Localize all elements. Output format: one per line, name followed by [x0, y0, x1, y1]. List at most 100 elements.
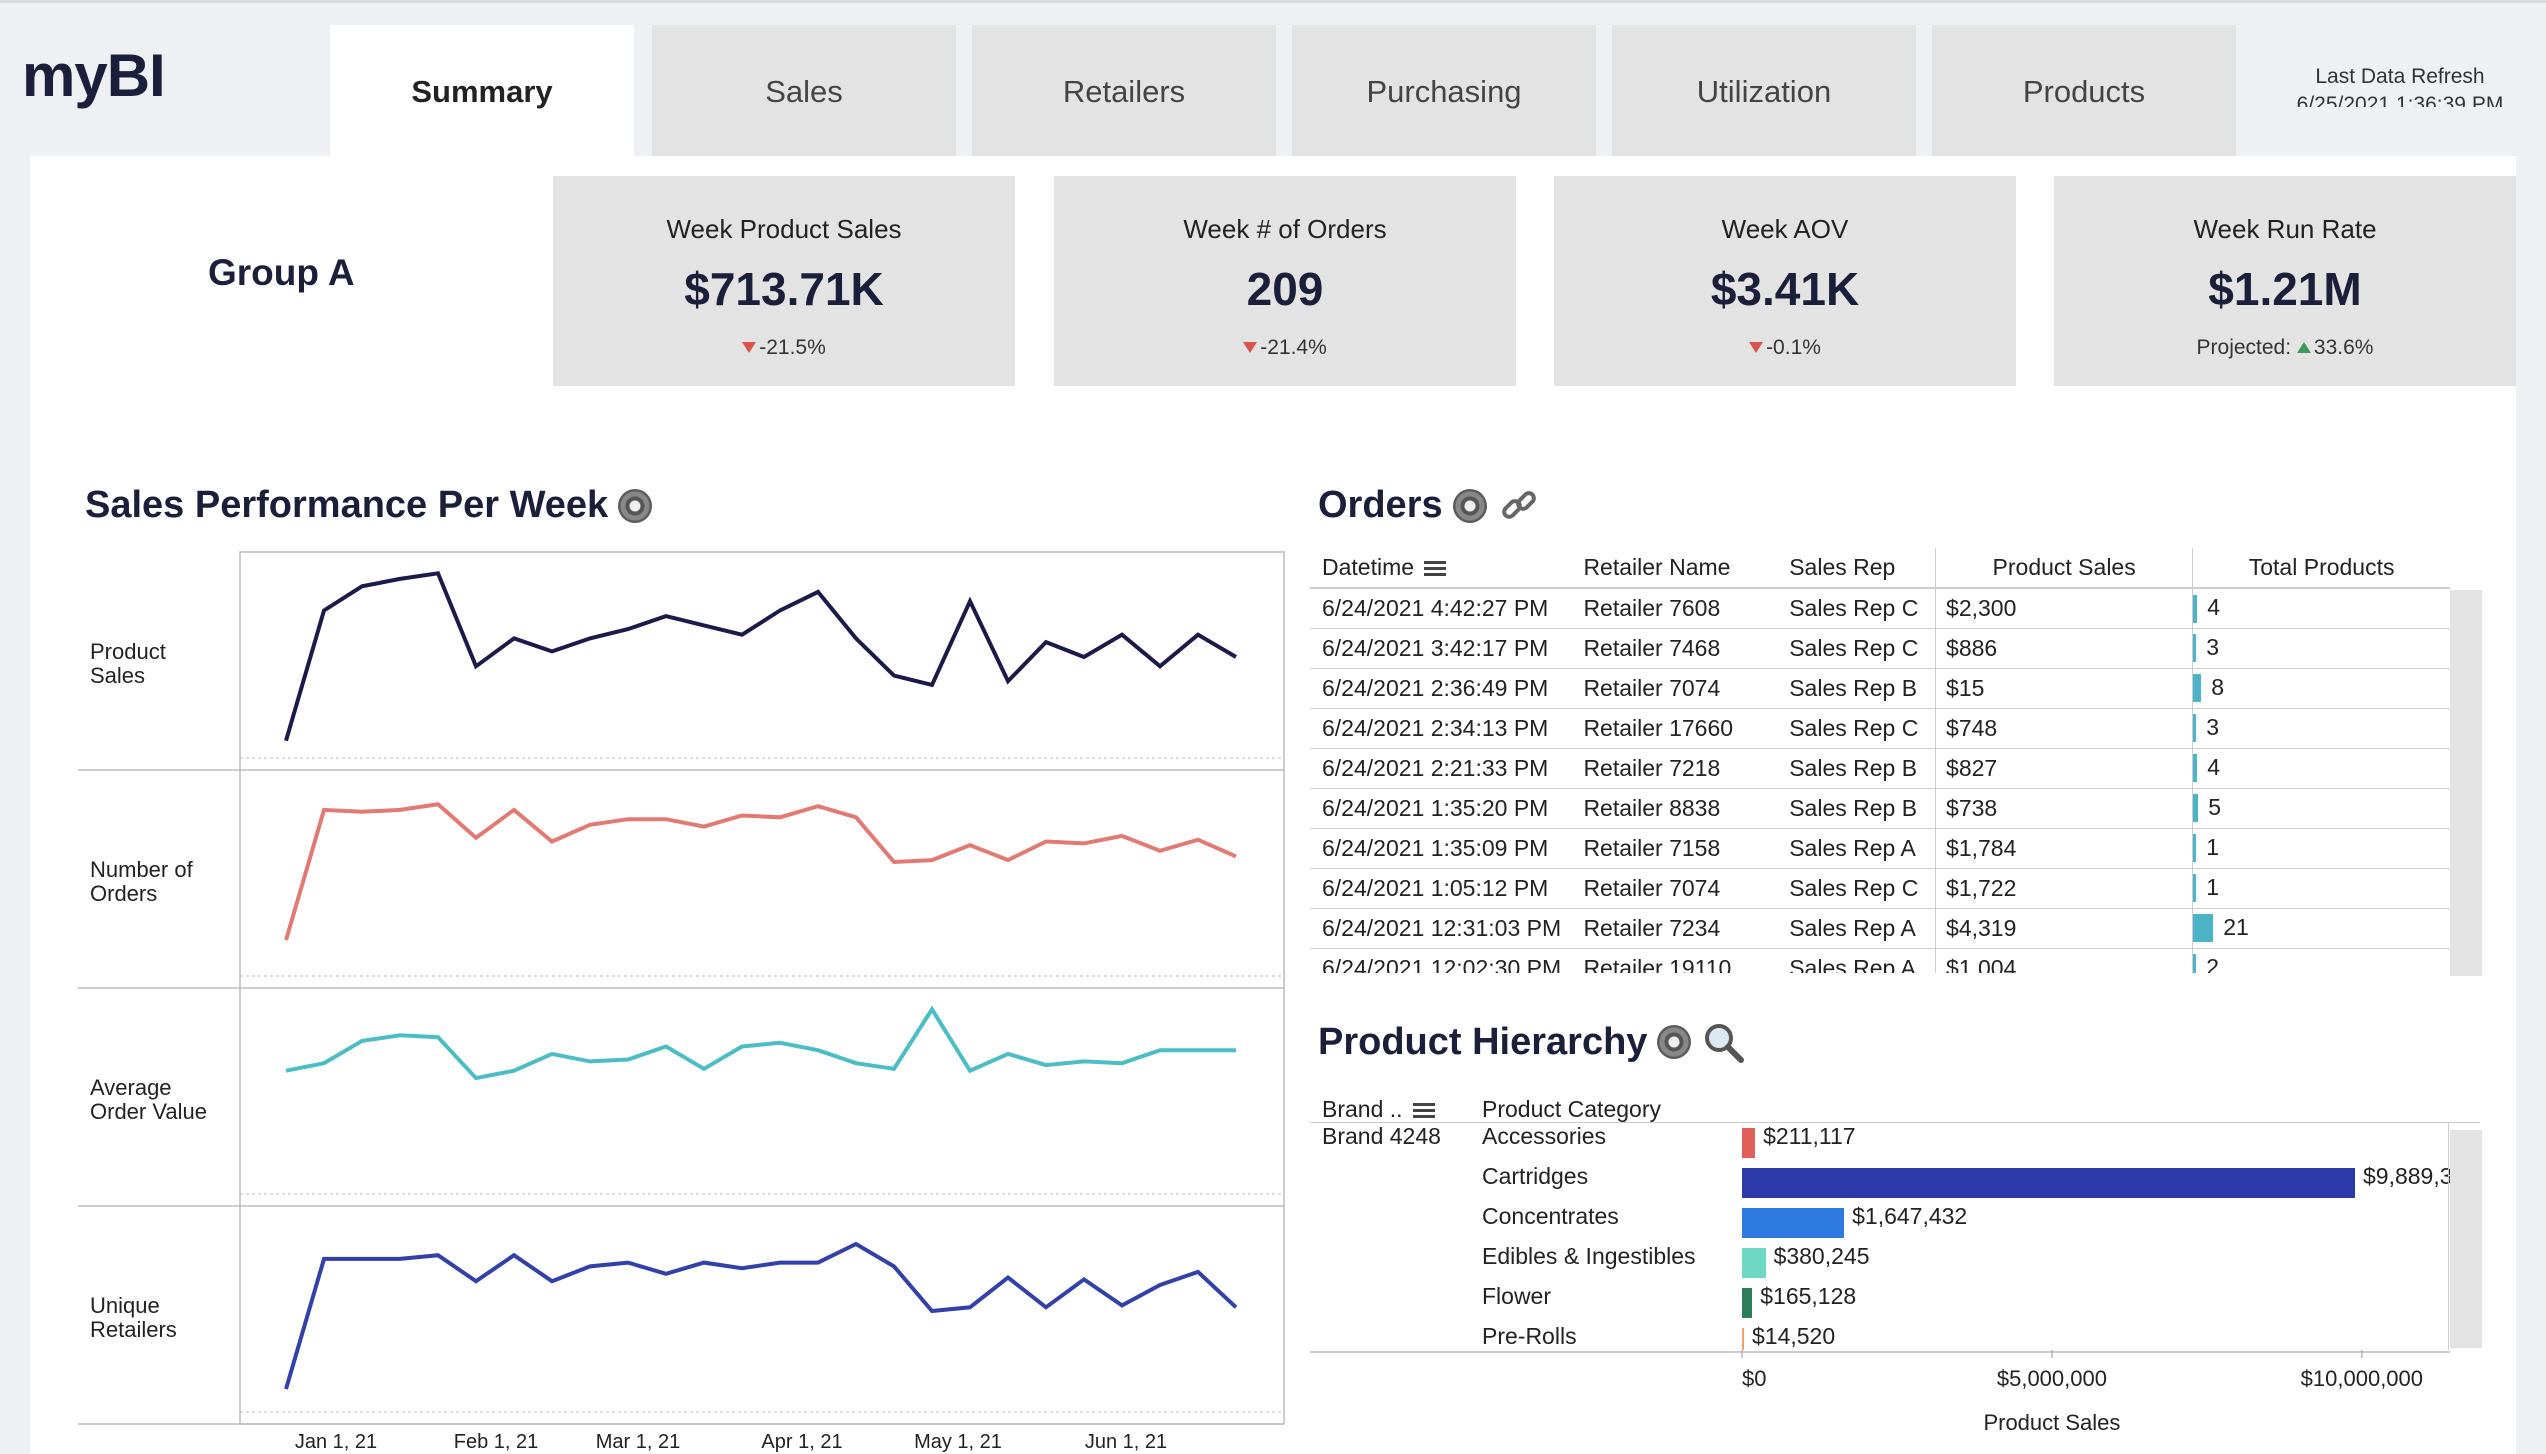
table-row[interactable]: 6/24/2021 4:42:27 PM Retailer 7608 Sales R…	[1310, 588, 2450, 629]
cell-sales-rep: Sales Rep C	[1781, 708, 1936, 749]
cell-total-products: 4	[2192, 748, 2450, 789]
kpi-value: $713.71K	[684, 263, 884, 315]
table-row[interactable]: 6/24/2021 2:21:33 PM Retailer 7218 Sales R…	[1310, 748, 2450, 789]
cell-total-products: 5	[2192, 788, 2450, 829]
col-product-sales[interactable]: Product Sales	[1935, 548, 2193, 589]
table-row[interactable]: 6/24/2021 1:35:20 PM Retailer 8838 Sales R…	[1310, 788, 2450, 829]
gear-icon[interactable]	[1657, 1025, 1692, 1059]
up-arrow-icon	[2296, 342, 2311, 353]
row-label: Number of	[90, 857, 194, 882]
cell-datetime: 6/24/2021 1:35:09 PM	[1310, 828, 1576, 869]
products-bar	[2193, 834, 2197, 863]
kpi-value: $1.21M	[2208, 263, 2362, 315]
x-tick-label: May 1, 21	[914, 1431, 1002, 1453]
tab-retailers[interactable]: Retailers	[972, 25, 1276, 159]
link-icon[interactable]	[1497, 486, 1541, 526]
cell-retailer: Retailer 7158	[1575, 828, 1782, 869]
products-bar	[2193, 714, 2197, 743]
hierarchy-bar[interactable]	[1742, 1168, 2355, 1198]
products-value: 3	[2206, 713, 2220, 740]
cell-datetime: 6/24/2021 1:05:12 PM	[1310, 868, 1576, 909]
top-bar: myBI Summary Sales Retailers Purchasing …	[0, 0, 2546, 159]
hierarchy-bar[interactable]	[1742, 1328, 1744, 1350]
cell-datetime: 6/24/2021 3:42:17 PM	[1310, 628, 1576, 669]
tab-utilization[interactable]: Utilization	[1612, 25, 1916, 159]
category-label: Concentrates	[1482, 1203, 1619, 1229]
hierarchy-scrollbar[interactable]	[2450, 1130, 2482, 1348]
sort-icon[interactable]	[1412, 1102, 1435, 1119]
kpi-value: $3.41K	[1710, 263, 1860, 315]
cell-retailer: Retailer 7468	[1575, 628, 1782, 669]
cell-datetime: 6/24/2021 1:35:20 PM	[1310, 788, 1576, 829]
products-value: 8	[2211, 673, 2225, 700]
gear-icon[interactable]	[1452, 488, 1487, 523]
hierarchy-bar[interactable]	[1742, 1128, 1756, 1158]
products-value: 21	[2223, 913, 2249, 940]
hierarchy-category-header: Product Category	[1482, 1096, 1661, 1122]
tab-purchasing[interactable]: Purchasing	[1292, 25, 1596, 159]
kpi-label: Week Product Sales	[666, 214, 902, 244]
app-logo: myBI	[22, 42, 166, 109]
bar-axis-line	[2448, 1123, 2449, 1350]
table-row[interactable]: 6/24/2021 12:31:03 PM Retailer 7234 Sales …	[1310, 908, 2450, 949]
series-line-product-sales	[284, 571, 1238, 742]
cell-sales-rep: Sales Rep A	[1781, 828, 1936, 869]
table-row[interactable]: 6/24/2021 1:05:12 PM Retailer 7074 Sales R…	[1310, 868, 2450, 909]
cell-total-products: 2	[2192, 948, 2450, 973]
kpi-label: Week AOV	[1721, 214, 1849, 244]
products-bar	[2193, 674, 2202, 703]
orders-scrollbar[interactable]	[2450, 590, 2482, 976]
last-refresh-label: Last Data Refresh	[2315, 65, 2485, 88]
kpi-change: -0.1%	[1554, 336, 2016, 360]
products-bar	[2193, 754, 2198, 783]
down-arrow-icon	[742, 342, 757, 353]
table-row[interactable]: 6/24/2021 2:34:13 PM Retailer 17660 Sales …	[1310, 708, 2450, 749]
bar-value-label: $165,128	[1760, 1283, 1857, 1309]
hierarchy-bar[interactable]	[1742, 1288, 1753, 1318]
gear-icon[interactable]	[618, 488, 653, 523]
row-label: Orders	[90, 881, 157, 906]
brand-label: Brand 4248	[1322, 1123, 1441, 1149]
cell-retailer: Retailer 17660	[1575, 708, 1782, 749]
row-label: Order Value	[90, 1099, 207, 1124]
cell-total-products: 21	[2192, 908, 2450, 949]
magnifier-icon[interactable]	[1701, 1020, 1745, 1064]
row-label: Product	[90, 639, 166, 664]
series-line-number-of-orders	[284, 802, 1237, 941]
bar-value-label: $211,117	[1763, 1123, 1856, 1149]
orders-title: Orders	[1318, 484, 1541, 527]
table-row[interactable]: 6/24/2021 3:42:17 PM Retailer 7468 Sales R…	[1310, 628, 2450, 669]
cell-total-products: 3	[2192, 628, 2450, 669]
series-line-average-order-value	[285, 1005, 1236, 1081]
table-row[interactable]: 6/24/2021 2:36:49 PM Retailer 7074 Sales R…	[1310, 668, 2450, 709]
cell-sales-rep: Sales Rep B	[1781, 788, 1936, 829]
hierarchy-bar[interactable]	[1742, 1248, 1766, 1278]
cell-product-sales: $1,004	[1935, 948, 2193, 973]
table-row[interactable]: 6/24/2021 12:02:30 PM Retailer 19110 Sales…	[1310, 948, 2450, 973]
col-retailer[interactable]: Retailer Name	[1575, 548, 1782, 589]
sort-icon[interactable]	[1424, 560, 1447, 577]
kpi-week-run-rate: Week Run Rate $1.21M Projected: 33.6%	[2054, 176, 2516, 386]
products-value: 4	[2207, 593, 2221, 620]
tab-products[interactable]: Products	[1932, 25, 2236, 159]
kpi-week-product-sales: Week Product Sales $713.71K -21.5%	[553, 176, 1015, 386]
products-bar	[2193, 914, 2214, 943]
col-sales-rep[interactable]: Sales Rep	[1781, 548, 1936, 589]
tab-sales[interactable]: Sales	[652, 25, 956, 159]
hierarchy-brand-header[interactable]: Brand ..	[1322, 1096, 1435, 1123]
cell-sales-rep: Sales Rep C	[1781, 868, 1936, 909]
category-label: Pre-Rolls	[1482, 1323, 1577, 1349]
tab-summary[interactable]: Summary	[330, 25, 634, 159]
x-tick-label: Jun 1, 21	[1085, 1431, 1167, 1453]
table-row[interactable]: 6/24/2021 1:35:09 PM Retailer 7158 Sales R…	[1310, 828, 2450, 869]
x-tick-label: Feb 1, 21	[454, 1431, 539, 1453]
hierarchy-bar[interactable]	[1742, 1208, 1845, 1238]
cell-total-products: 1	[2192, 828, 2450, 869]
x-tick-label: Mar 1, 21	[596, 1431, 680, 1453]
col-datetime[interactable]: Datetime	[1310, 548, 1576, 589]
axis-title: Product Sales	[1983, 1410, 2120, 1435]
category-label: Flower	[1482, 1283, 1552, 1309]
group-title: Group A	[208, 252, 355, 293]
kpi-label: Week # of Orders	[1183, 214, 1387, 244]
col-total-products[interactable]: Total Products	[2192, 548, 2450, 589]
